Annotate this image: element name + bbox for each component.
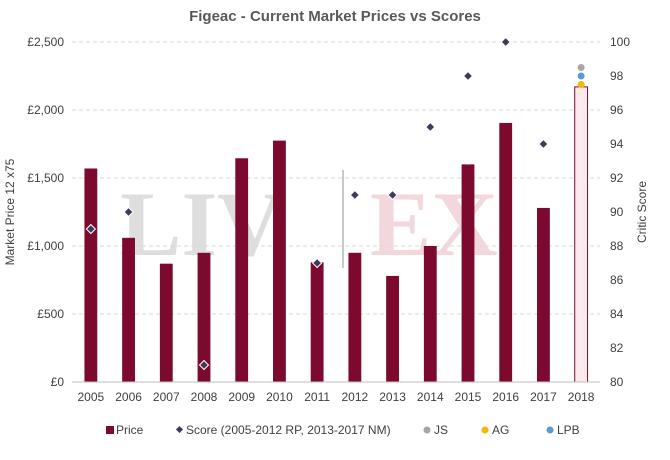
x-axis-ticks: 2005 2006 2007 2008 2009 2010 2011 2012 2013 2014…: [78, 390, 595, 404]
critic-score-dot-ag: [577, 81, 585, 88]
legend-swatch-ag: [481, 426, 489, 434]
y-tick-label: £2,000: [27, 103, 64, 117]
legend-item-score: Score (2005-2012 RP, 2013-2017 NM): [175, 423, 391, 437]
x-tick-label: 2012: [342, 390, 369, 404]
price-bar: [423, 246, 437, 382]
x-tick-label: 2016: [492, 390, 519, 404]
y-tick-label: £2,500: [27, 35, 64, 49]
y2-tick-label: 84: [610, 307, 624, 321]
right-axis-ticks: 80 82 84 86 88 90 92 94 96 98 100: [610, 35, 630, 389]
x-tick-label: 2008: [191, 390, 218, 404]
score-marker: [198, 359, 210, 371]
x-tick-label: 2014: [417, 390, 444, 404]
price-bar: [235, 158, 249, 382]
price-bar: [537, 207, 550, 382]
x-tick-label: 2009: [228, 390, 255, 404]
legend-label-score: Score (2005-2012 RP, 2013-2017 NM): [186, 423, 391, 437]
score-marker: [123, 206, 134, 218]
chart-title: Figeac - Current Market Prices vs Scores: [189, 8, 481, 25]
critic-score-dot-lpb: [577, 72, 585, 80]
legend-swatch-score: [175, 425, 184, 434]
legend-item-js: JS: [423, 423, 448, 437]
watermark: LIV EX: [120, 170, 498, 275]
y2-tick-label: 86: [610, 273, 624, 287]
y-tick-label: £0: [51, 375, 65, 389]
price-bar: [159, 263, 173, 382]
x-tick-label: 2013: [379, 390, 406, 404]
score-marker: [85, 223, 97, 235]
x-tick-label: 2005: [78, 390, 105, 404]
price-bar: [310, 262, 324, 382]
legend-item-lpb: LPB: [546, 423, 580, 437]
x-tick-label: 2006: [115, 390, 142, 404]
y2-axis-label: Critic Score: [635, 181, 649, 243]
y-tick-label: £1,500: [27, 171, 64, 185]
price-bar: [461, 164, 475, 382]
critic-score-dot-js: [577, 64, 585, 71]
price-bar: [386, 275, 399, 382]
legend-label-ag: AG: [492, 423, 509, 437]
y-tick-label: £1,000: [27, 239, 64, 253]
y2-tick-label: 96: [610, 103, 624, 117]
x-tick-label: 2007: [153, 390, 180, 404]
score-marker: [500, 36, 511, 48]
x-tick-label: 2011: [304, 390, 330, 404]
legend-label-js: JS: [434, 423, 448, 437]
left-axis-ticks: £0 £500 £1,000 £1,500 £2,000 £2,500: [27, 35, 64, 389]
score-markers: [85, 36, 585, 371]
price-bar: [499, 122, 513, 383]
price-bars: [84, 86, 589, 383]
price-bar-estimate: [574, 86, 589, 383]
y2-tick-label: 92: [610, 171, 624, 185]
y-axis-label: Market Price 12 x75: [3, 158, 17, 265]
legend-item-price: Price: [106, 423, 144, 437]
y2-tick-label: 80: [610, 375, 624, 389]
price-bar: [348, 252, 362, 382]
score-marker: [425, 121, 436, 133]
x-tick-label: 2018: [568, 390, 595, 404]
legend: Price Score (2005-2012 RP, 2013-2017 NM)…: [106, 423, 580, 437]
x-tick-label: 2015: [455, 390, 482, 404]
y2-tick-label: 82: [610, 341, 624, 355]
x-tick-label: 2017: [530, 390, 557, 404]
y2-tick-label: 100: [610, 35, 630, 49]
price-bar: [122, 237, 135, 382]
legend-swatch-price: [106, 426, 114, 434]
price-bar: [197, 252, 211, 382]
y2-tick-label: 90: [610, 205, 624, 219]
score-marker: [349, 189, 361, 201]
score-marker: [538, 138, 549, 150]
price-bar: [84, 168, 98, 382]
x-tick-label: 2010: [266, 390, 293, 404]
y2-tick-label: 98: [610, 69, 624, 83]
legend-label-lpb: LPB: [557, 423, 580, 437]
score-marker: [311, 257, 323, 269]
score-marker: [462, 70, 474, 82]
y-tick-label: £500: [37, 307, 64, 321]
legend-label-price: Price: [116, 423, 144, 437]
legend-item-ag: AG: [481, 423, 509, 437]
price-bar: [273, 140, 286, 382]
legend-swatch-js: [423, 426, 431, 434]
score-marker: [387, 189, 398, 201]
legend-swatch-lpb: [546, 426, 554, 434]
y2-tick-label: 94: [610, 137, 624, 151]
y2-tick-label: 88: [610, 239, 624, 253]
